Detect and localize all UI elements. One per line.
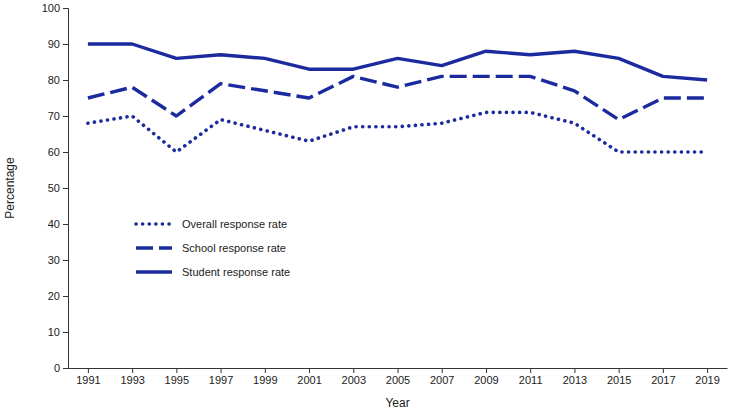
x-tick-mark bbox=[442, 368, 443, 373]
legend-item: School response rate bbox=[136, 242, 286, 254]
y-tick-mark bbox=[63, 224, 68, 225]
legend-item: Overall response rate bbox=[136, 218, 287, 230]
x-tick-label: 1991 bbox=[76, 374, 100, 386]
y-tick-label: 40 bbox=[48, 218, 60, 230]
x-tick-mark bbox=[398, 368, 399, 373]
chart: 0102030405060708090100199119931995199719… bbox=[0, 0, 739, 413]
y-tick-label: 100 bbox=[42, 2, 60, 14]
x-tick: 2013 bbox=[563, 368, 587, 386]
x-tick-mark bbox=[265, 368, 266, 373]
x-tick-mark bbox=[663, 368, 664, 373]
y-tick-label: 80 bbox=[48, 74, 60, 86]
y-tick: 70 bbox=[48, 110, 68, 122]
x-tick-label: 2007 bbox=[430, 374, 454, 386]
y-tick-mark bbox=[63, 332, 68, 333]
lines bbox=[88, 44, 707, 152]
x-tick-label: 2015 bbox=[607, 374, 631, 386]
y-tick-label: 20 bbox=[48, 290, 60, 302]
y-tick-mark bbox=[63, 188, 68, 189]
x-tick: 2009 bbox=[474, 368, 498, 386]
x-tick-label: 1993 bbox=[120, 374, 144, 386]
x-axis: 1991 1993 1995 1997 1999 2001 2003 2005 2007 2009… bbox=[69, 368, 728, 386]
legend-label: Overall response rate bbox=[182, 218, 287, 230]
x-tick: 2001 bbox=[297, 368, 321, 386]
x-tick: 1999 bbox=[253, 368, 277, 386]
legend-item: Student response rate bbox=[136, 266, 290, 278]
legend-label: Student response rate bbox=[182, 266, 290, 278]
x-tick-mark bbox=[574, 368, 575, 373]
x-tick: 2015 bbox=[607, 368, 631, 386]
x-tick-mark bbox=[619, 368, 620, 373]
y-tick-label: 50 bbox=[48, 182, 60, 194]
legend-swatch bbox=[136, 246, 172, 249]
y-tick-mark bbox=[63, 8, 68, 9]
y-tick: 60 bbox=[48, 146, 68, 158]
x-tick-mark bbox=[486, 368, 487, 373]
legend: Overall response rate School response rat… bbox=[136, 218, 290, 278]
y-tick: 20 bbox=[48, 290, 68, 302]
y-tick-mark bbox=[63, 260, 68, 261]
x-tick: 2005 bbox=[386, 368, 410, 386]
y-axis-title: Percentage bbox=[3, 157, 17, 219]
y-tick-label: 70 bbox=[48, 110, 60, 122]
y-tick-mark bbox=[63, 44, 68, 45]
y-axis-line bbox=[63, 9, 69, 369]
x-tick-label: 2011 bbox=[519, 374, 543, 386]
y-tick: 90 bbox=[48, 38, 68, 50]
x-tick: 1991 bbox=[76, 368, 100, 386]
series-line bbox=[88, 76, 707, 119]
x-tick-label: 1997 bbox=[209, 374, 233, 386]
y-tick: 80 bbox=[48, 74, 68, 86]
x-tick-label: 2013 bbox=[563, 374, 587, 386]
plot: 0102030405060708090100199119931995199719… bbox=[42, 2, 728, 386]
y-tick: 40 bbox=[48, 218, 68, 230]
y-tick: 100 bbox=[42, 2, 68, 14]
x-tick: 1993 bbox=[120, 368, 144, 386]
legend-swatch bbox=[136, 270, 172, 273]
y-tick-label: 60 bbox=[48, 146, 60, 158]
y-tick: 0 bbox=[54, 362, 68, 374]
x-axis-title: Year bbox=[385, 396, 409, 410]
x-tick-label: 1999 bbox=[253, 374, 277, 386]
x-tick-mark bbox=[88, 368, 89, 373]
x-tick-mark bbox=[353, 368, 354, 373]
y-tick-mark bbox=[63, 80, 68, 81]
x-tick-label: 2005 bbox=[386, 374, 410, 386]
x-tick-mark bbox=[707, 368, 708, 373]
y-tick-label: 10 bbox=[48, 326, 60, 338]
x-tick-label: 1995 bbox=[165, 374, 189, 386]
x-tick-label: 2009 bbox=[474, 374, 498, 386]
x-tick-mark bbox=[176, 368, 177, 373]
x-tick: 1997 bbox=[209, 368, 233, 386]
y-tick-mark bbox=[63, 368, 68, 369]
legend-label: School response rate bbox=[182, 242, 286, 254]
x-tick-mark bbox=[221, 368, 222, 373]
x-tick: 2007 bbox=[430, 368, 454, 386]
x-tick: 2011 bbox=[519, 368, 543, 386]
y-tick-label: 30 bbox=[48, 254, 60, 266]
y-tick-mark bbox=[63, 296, 68, 297]
y-tick-label: 0 bbox=[54, 362, 60, 374]
x-tick-mark bbox=[132, 368, 133, 373]
series-line bbox=[88, 44, 707, 80]
x-tick-label: 2001 bbox=[297, 374, 321, 386]
y-tick-label: 90 bbox=[48, 38, 60, 50]
x-tick: 1995 bbox=[165, 368, 189, 386]
x-tick: 2019 bbox=[695, 368, 719, 386]
x-tick-label: 2003 bbox=[342, 374, 366, 386]
x-tick-label: 2017 bbox=[651, 374, 675, 386]
y-tick: 10 bbox=[48, 326, 68, 338]
x-tick-label: 2019 bbox=[695, 374, 719, 386]
y-axis: 0 10 20 30 40 50 60 70 80 90 100 bbox=[42, 2, 69, 374]
x-tick: 2017 bbox=[651, 368, 675, 386]
legend-swatch bbox=[136, 222, 172, 226]
x-tick: 2003 bbox=[342, 368, 366, 386]
y-tick-mark bbox=[63, 116, 68, 117]
y-tick: 30 bbox=[48, 254, 68, 266]
y-tick: 50 bbox=[48, 182, 68, 194]
x-tick-mark bbox=[309, 368, 310, 373]
x-tick-mark bbox=[530, 368, 531, 373]
y-tick-mark bbox=[63, 152, 68, 153]
